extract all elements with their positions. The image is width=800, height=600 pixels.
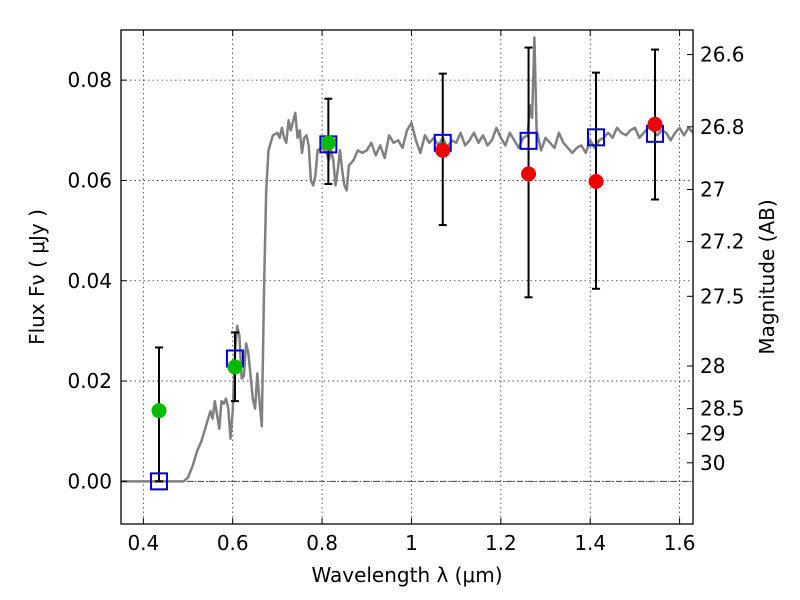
x-tick-label: 0.6 [217,531,249,555]
x-tick-label: 1.4 [574,531,606,555]
model-photometry-square [587,128,606,147]
y-tick-label: 0.08 [67,68,112,92]
x-tick-label: 0.8 [306,531,338,555]
plot-frame [120,29,694,525]
observed-point [435,142,451,158]
magnitude-tick-label: 27.5 [700,284,745,308]
y-tick-label: 0.00 [67,469,112,493]
y-axis-label: Flux Fν ( μJy ) [25,209,49,345]
observed-point [151,403,167,419]
series-layer [121,36,694,491]
x-tick-label: 1.2 [485,531,517,555]
observed-point [521,166,537,182]
magnitude-tick-label: 28.5 [700,397,745,421]
magnitude-tick-label: 29 [700,422,725,446]
model-photometry-square [149,472,168,491]
magnitude-tick-label: 28 [700,354,725,378]
grid-layer [121,30,693,524]
x-axis-label: Wavelength λ (μm) [311,563,502,587]
model-sed-line [121,36,694,483]
observed-point [227,359,243,375]
magnitude-tick-label: 26.6 [700,43,745,67]
magnitude-tick-label: 27.2 [700,230,745,254]
x-tick-label: 0.4 [127,531,159,555]
tick-layer: 0.4 0.6 0.8 1 1.2 1.4 1.6 0.00 0.02 0.04 0.06 0.08 2… [67,30,745,555]
observed-point [588,173,604,189]
magnitude-tick-label: 27 [700,177,725,201]
y-tick-label: 0.04 [67,269,112,293]
magnitude-axis-label: Magnitude (AB) [755,199,779,354]
observed-point [647,116,663,132]
magnitude-tick-label: 26.8 [700,115,745,139]
x-tick-label: 1.6 [664,531,696,555]
y-tick-label: 0.02 [67,369,112,393]
model-photometry-square [519,131,538,150]
magnitude-tick-label: 30 [700,451,725,475]
y-tick-label: 0.06 [67,168,112,192]
observed-point [320,135,336,151]
x-tick-label: 1 [405,531,418,555]
